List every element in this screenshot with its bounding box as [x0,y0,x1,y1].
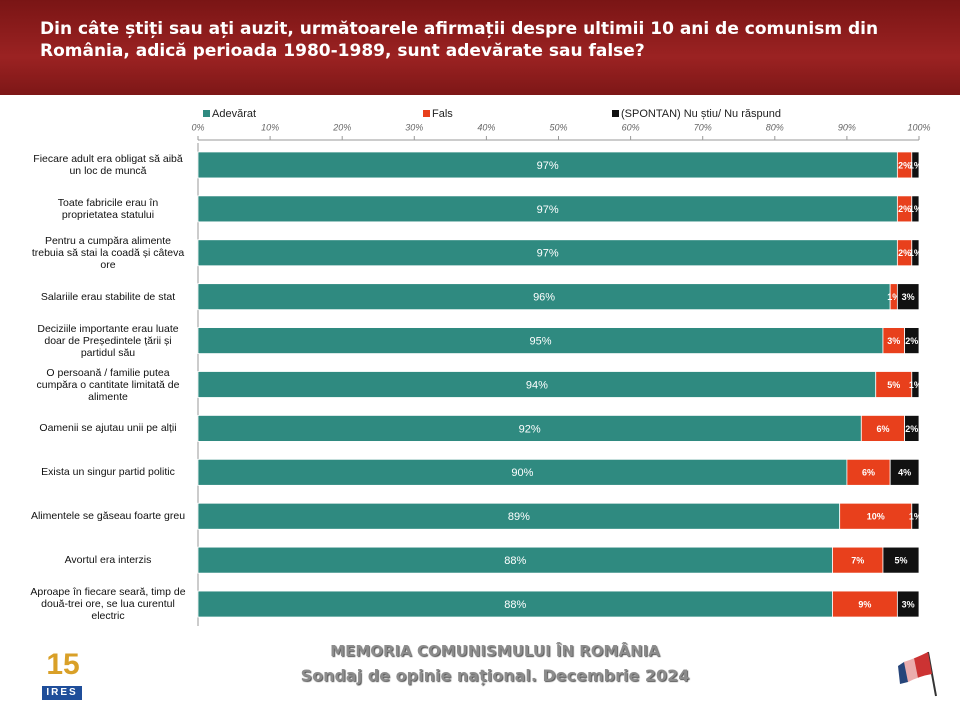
category-label: Alimentele se găseau foarte greu [30,510,186,523]
bar-segment [911,151,920,179]
bar-segment [197,151,898,179]
data-label: 1% [909,512,922,522]
data-label: 10% [867,512,885,522]
data-label: 2% [905,424,918,434]
data-label: 1% [887,292,900,302]
bar-segment [904,415,920,442]
legend-label: Adevărat [212,108,256,120]
data-label: 1% [909,204,922,214]
x-tick-label: 0% [191,122,204,132]
data-label: 4% [898,468,911,478]
data-label: 2% [898,160,911,170]
title: Din câte știți sau ați auzit, următoarel… [40,19,879,61]
category-label: Aproape în fiecare seară, timp de două-t… [30,586,186,623]
data-label: 97% [537,160,559,172]
bar-segment [875,371,913,398]
bar-segment [839,502,913,530]
category-label: Salariile erau stabilite de stat [40,290,176,303]
bar-segment [197,371,877,398]
data-label: 94% [526,379,548,391]
data-label: 6% [876,424,889,434]
data-label: 1% [909,248,922,258]
bar-segment [197,239,898,267]
x-tick-label: 70% [694,122,712,132]
x-tick-label: 80% [766,122,784,132]
bar-segment [832,546,884,574]
bar-segment [197,502,841,530]
data-label: 96% [533,292,555,304]
bar-segment [197,415,862,442]
bar-segment [197,590,833,618]
legend-swatch [203,110,210,117]
data-label: 3% [902,292,915,302]
data-label: 6% [862,468,875,478]
data-label: 2% [898,248,911,258]
data-label: 89% [508,511,530,523]
data-label: 2% [905,336,918,346]
logo-number: 15 [46,648,80,681]
bar-segment [896,283,920,311]
category-label: Oamenii se ajutau unii pe alții [39,422,177,435]
bar-segment [197,327,884,354]
category-label: Avortul era interzis [64,554,152,567]
bar-segment [882,546,920,574]
category-label: Pentru a cumpăra alimente trebuia să sta… [31,234,185,271]
data-label: 7% [851,556,864,566]
x-tick-label: 90% [838,122,856,132]
logo-text: IRES [42,686,82,700]
data-label: 3% [902,599,915,609]
data-label: 90% [511,467,533,479]
data-label: 97% [537,248,559,260]
data-label: 1% [909,160,922,170]
bar-segment [846,458,891,486]
category-label: Fiecare adult era obligat să aibă un loc… [33,152,183,177]
category-label: Deciziile importante erau luate doar de … [37,322,179,359]
x-tick-label: 60% [622,122,640,132]
bar-segment [911,195,920,223]
x-tick-label: 20% [332,122,351,132]
data-label: 88% [504,555,526,567]
x-tick-label: 100% [907,122,930,132]
bar-segment [197,546,833,574]
legend-label: Fals [432,108,453,120]
legend-swatch [612,110,619,117]
legend-label: (SPONTAN) Nu știu/ Nu răspund [621,108,781,120]
bar-segment [911,371,920,398]
bar-segment [860,415,905,442]
data-label: 88% [504,599,526,611]
data-label: 1% [909,380,922,390]
data-label: 5% [887,380,900,390]
footer-title: MEMORIA COMUNISMULUI ÎN ROMÂNIA [330,642,660,660]
bar-segment [889,458,920,486]
category-label: Toate fabricile erau în proprietatea sta… [57,196,159,221]
data-label: 5% [894,556,907,566]
header: Din câte știți sau ați auzit, următoarel… [0,0,960,95]
x-tick-label: 40% [477,122,495,132]
bar-segment [197,458,848,486]
x-tick-label: 30% [405,122,423,132]
x-tick-label: 10% [261,122,279,132]
data-label: 95% [529,335,551,347]
bar-segment [904,327,920,354]
x-tick-label: 50% [549,122,567,132]
data-label: 3% [887,336,900,346]
data-label: 97% [537,204,559,216]
category-label: O persoană / familie putea cumpăra o can… [36,366,180,403]
flag-icon [898,651,937,697]
category-label: Exista un singur partid politic [41,466,175,479]
footer-subtitle: Sondaj de opinie național. Decembrie 202… [300,666,690,685]
data-label: 9% [858,599,871,609]
bar-segment [911,239,920,267]
bar-segment [197,283,891,311]
data-label: 92% [519,423,541,435]
data-label: 2% [898,204,911,214]
bar-segment [896,590,920,618]
bar-segment [197,195,898,223]
bar-segment [911,502,920,530]
legend-swatch [423,110,430,117]
